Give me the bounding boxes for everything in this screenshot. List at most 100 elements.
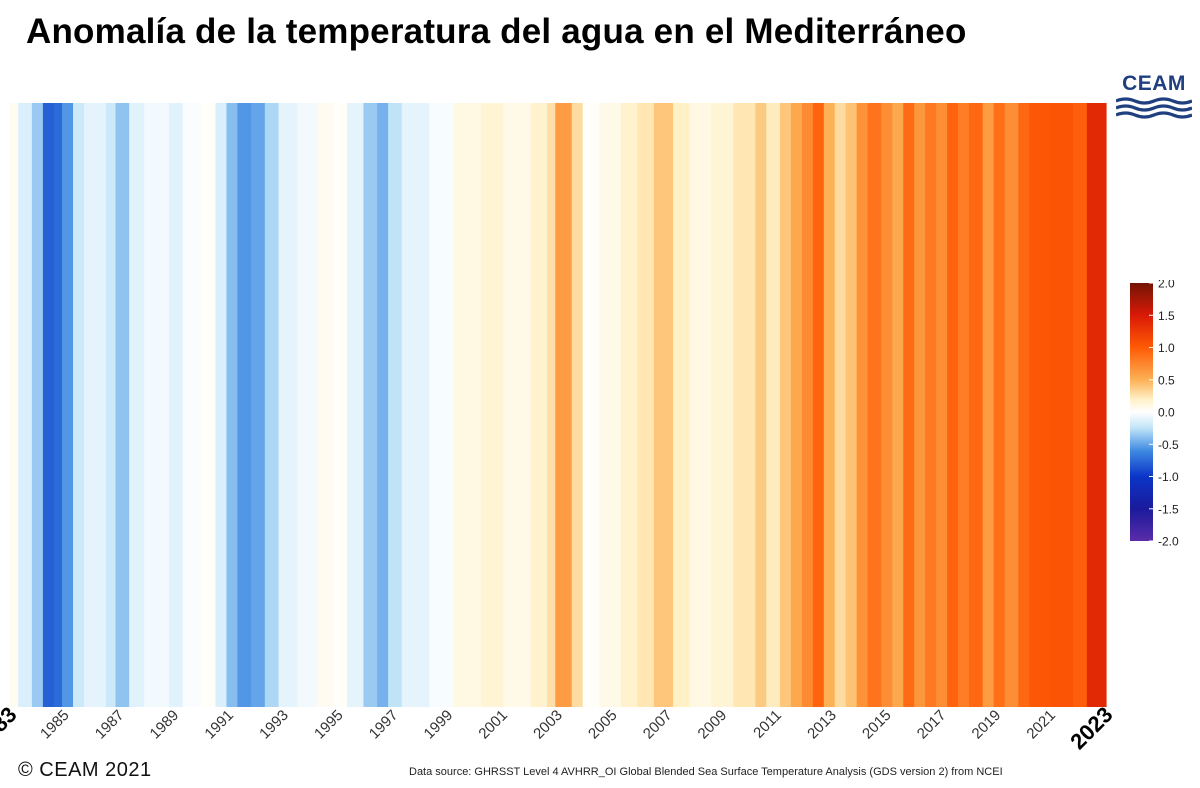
stripe-60 — [914, 103, 926, 707]
stripe-33 — [530, 103, 548, 707]
stripe-73 — [1086, 103, 1107, 707]
stripe-4 — [53, 103, 63, 707]
colorbar-tick-label: -1.0 — [1158, 470, 1179, 484]
colorbar-tick-label: -1.5 — [1158, 502, 1179, 516]
x-tick-label-2013: 2013 — [804, 707, 840, 743]
colorbar-gradient — [1130, 283, 1153, 541]
stripe-14 — [201, 103, 217, 707]
x-tick-label-2019: 2019 — [969, 707, 1005, 743]
stripe-45 — [733, 103, 756, 707]
stripe-63 — [947, 103, 959, 707]
x-tick-label-2023: 2023 — [1065, 702, 1117, 754]
stripe-43 — [689, 103, 713, 707]
stripe-2 — [31, 103, 44, 707]
stripe-40 — [637, 103, 655, 707]
ceam-logo: CEAM — [1114, 72, 1194, 124]
stripe-23 — [333, 103, 348, 707]
x-tick-label-2015: 2015 — [859, 707, 895, 743]
stripe-30 — [453, 103, 482, 707]
stripe-58 — [892, 103, 904, 707]
data-source-note: Data source: GHRSST Level 4 AVHRR_OI Glo… — [409, 766, 1003, 778]
stripe-7 — [83, 103, 107, 707]
x-tick-label-2007: 2007 — [640, 707, 676, 743]
stripe-71 — [1051, 103, 1074, 707]
stripe-54 — [845, 103, 858, 707]
stripe-59 — [903, 103, 915, 707]
x-tick-label-2017: 2017 — [914, 707, 950, 743]
stripe-55 — [856, 103, 869, 707]
stripe-53 — [834, 103, 847, 707]
stripe-36 — [571, 103, 584, 707]
x-tick-label-1999: 1999 — [421, 707, 457, 743]
stripe-50 — [801, 103, 814, 707]
stripe-42 — [673, 103, 691, 707]
stripe-29 — [429, 103, 455, 707]
stripe-64 — [958, 103, 970, 707]
stripe-47 — [766, 103, 781, 707]
stripe-13 — [182, 103, 203, 707]
x-tick-label-2001: 2001 — [475, 707, 511, 743]
x-tick-label-1991: 1991 — [201, 707, 237, 743]
colorbar-tick-label: 0.0 — [1158, 406, 1175, 420]
stripe-38 — [599, 103, 622, 707]
x-tick-label-1987: 1987 — [92, 707, 128, 743]
stripe-15 — [215, 103, 228, 707]
stripe-70 — [1029, 103, 1052, 707]
colorbar-tick-label: 1.0 — [1158, 341, 1175, 355]
x-tick-label-2005: 2005 — [585, 707, 621, 743]
chart-title: Anomalía de la temperatura del agua en e… — [26, 12, 967, 51]
stripe-69 — [1018, 103, 1030, 707]
stripe-27 — [388, 103, 403, 707]
stripe-56 — [867, 103, 882, 707]
stripe-72 — [1073, 103, 1088, 707]
stripe-61 — [925, 103, 937, 707]
stripe-31 — [481, 103, 504, 707]
stripe-52 — [823, 103, 836, 707]
x-tick-label-2011: 2011 — [750, 707, 785, 742]
stripe-46 — [755, 103, 767, 707]
stripe-35 — [555, 103, 573, 707]
logo-text: CEAM — [1122, 72, 1186, 95]
stripe-51 — [812, 103, 825, 707]
copyright-text: © CEAM 2021 — [18, 759, 152, 781]
x-tick-label-1997: 1997 — [366, 707, 402, 743]
x-tick-label-1995: 1995 — [311, 707, 347, 743]
stripe-9 — [115, 103, 130, 707]
stripe-20 — [278, 103, 299, 707]
stripe-49 — [790, 103, 803, 707]
x-tick-label-1985: 1985 — [37, 707, 73, 743]
stripe-18 — [251, 103, 266, 707]
stripe-48 — [779, 103, 792, 707]
stripe-10 — [129, 103, 145, 707]
stripe-22 — [316, 103, 334, 707]
stripe-28 — [401, 103, 430, 707]
stripe-26 — [377, 103, 389, 707]
stripe-8 — [105, 103, 117, 707]
stripe-39 — [621, 103, 639, 707]
stripe-24 — [347, 103, 365, 707]
stripe-32 — [503, 103, 532, 707]
logo-waves-icon — [1116, 97, 1192, 119]
stripe-19 — [264, 103, 280, 707]
x-tick-label-1993: 1993 — [256, 707, 292, 743]
stripe-17 — [237, 103, 252, 707]
colorbar-legend: 2.0 1.5 1.0 0.5 0.0 -0.5 -1.0 -1.5 -2.0 — [1130, 280, 1179, 547]
stripe-21 — [297, 103, 318, 707]
stripe-3 — [42, 103, 55, 707]
stripe-25 — [363, 103, 378, 707]
stripe-41 — [653, 103, 674, 707]
x-tick-label-1983: 1983 — [0, 702, 22, 754]
colorbar-tick-label: 1.5 — [1158, 309, 1175, 323]
stripe-67 — [993, 103, 1006, 707]
x-tick-label-1989: 1989 — [147, 707, 183, 743]
x-tick-label-2009: 2009 — [695, 707, 731, 743]
colorbar-tick-label: -2.0 — [1158, 535, 1179, 547]
stripe-0 — [10, 103, 19, 707]
stripe-66 — [982, 103, 995, 707]
stripe-16 — [226, 103, 239, 707]
stripe-12 — [168, 103, 184, 707]
stripe-11 — [144, 103, 170, 707]
colorbar-tick-label: -0.5 — [1158, 438, 1179, 452]
stripe-62 — [936, 103, 948, 707]
